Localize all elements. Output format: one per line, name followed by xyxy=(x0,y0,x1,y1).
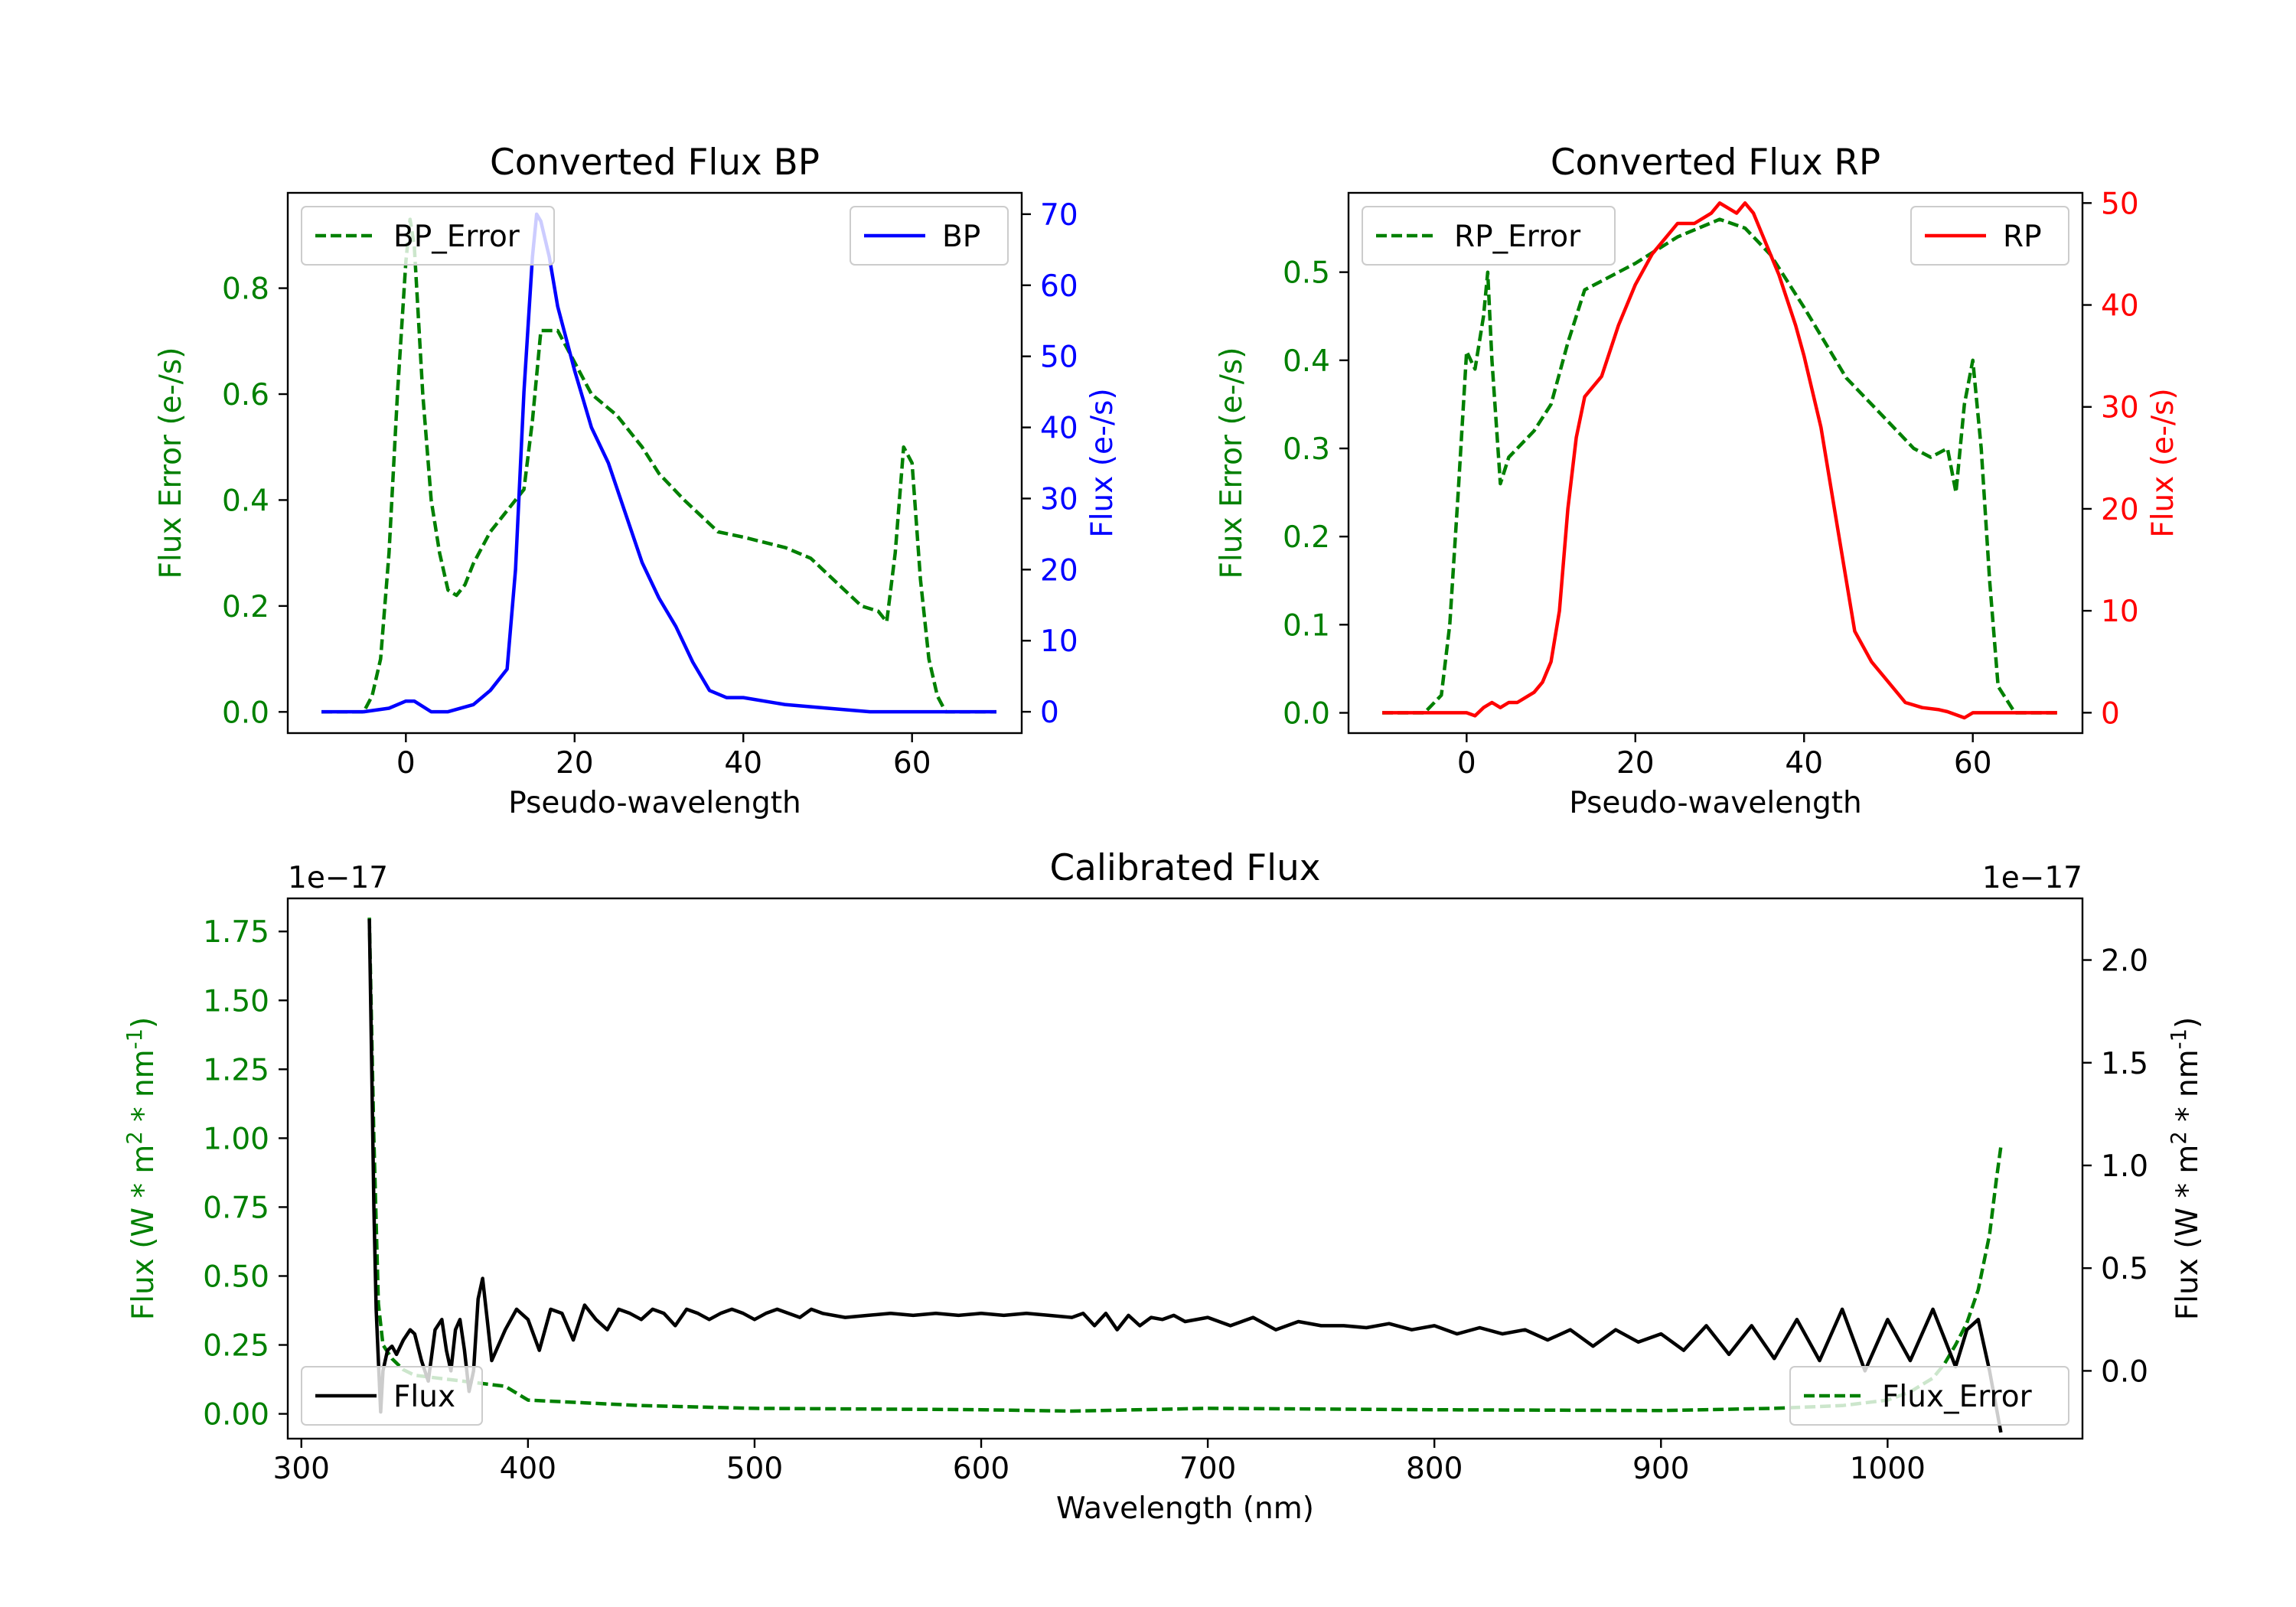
cal-ytick-left-label: 0.00 xyxy=(203,1398,269,1433)
rp-ylabel-right: Flux (e-/s) xyxy=(2146,388,2180,537)
cal-ytick-left-label: 1.00 xyxy=(203,1122,269,1156)
rp-ytick-left-label: 0.1 xyxy=(1283,608,1330,643)
rp-legend-left: RP_Error xyxy=(1362,206,1616,266)
rp-ytick-right-label: 50 xyxy=(2101,187,2139,221)
rp-ytick-left-label: 0.4 xyxy=(1283,344,1330,379)
bp-ytick-right-label: 20 xyxy=(1040,553,1078,588)
rp-ytick-right-label: 20 xyxy=(2101,493,2139,527)
rp-series-group xyxy=(1382,201,2057,720)
cal-legend-right: Flux_Error xyxy=(1789,1366,2069,1426)
cal-title: Calibrated Flux xyxy=(1050,848,1321,889)
rp-ytick-left-label: 0.5 xyxy=(1283,256,1330,291)
cal-offset-right: 1e−17 xyxy=(1982,861,2082,895)
cal-ytick-right-label: 1.0 xyxy=(2101,1149,2148,1184)
rp-ylabel-left: Flux Error (e-/s) xyxy=(1215,347,1249,579)
bp-ytick-right-label: 40 xyxy=(1040,412,1078,446)
rp-legend-label: RP_Error xyxy=(1454,220,1581,254)
cal-legend-box xyxy=(1789,1366,2069,1426)
cal-legend-left: Flux xyxy=(301,1366,483,1426)
bp-xtick-label: 20 xyxy=(556,746,594,781)
cal-xtick-label: 600 xyxy=(953,1452,1009,1486)
cal-legend-label: Flux_Error xyxy=(1882,1380,2033,1414)
cal-ytick-left-label: 1.75 xyxy=(203,915,269,950)
rp-title: Converted Flux RP xyxy=(1551,142,1880,184)
cal-legend-label: Flux xyxy=(393,1380,455,1414)
cal-ytick-right-label: 0.5 xyxy=(2101,1252,2148,1286)
cal-xtick-label: 800 xyxy=(1406,1452,1463,1486)
bp-ytick-left-label: 0.6 xyxy=(222,378,269,412)
bp-xtick-label: 40 xyxy=(724,746,762,781)
bp-xtick-label: 0 xyxy=(396,746,416,781)
rp-ytick-right-label: 40 xyxy=(2101,289,2139,324)
cal-offset-left: 1e−17 xyxy=(288,861,388,895)
bp-xlabel: Pseudo-wavelength xyxy=(508,786,801,820)
cal-panel: Calibrated Flux 1e−17 1e−17 300 400 500 600 700… xyxy=(123,848,2206,1526)
cal-xtick-label: 1000 xyxy=(1850,1452,1926,1486)
bp-series-bp xyxy=(321,212,996,714)
rp-xtick-label: 20 xyxy=(1616,746,1655,781)
rp-xtick-label: 40 xyxy=(1785,746,1823,781)
rp-ytick-right-label: 30 xyxy=(2101,391,2139,425)
bp-ytick-right-label: 0 xyxy=(1040,696,1059,730)
cal-ytick-right-label: 1.5 xyxy=(2101,1047,2148,1081)
rp-ytick-right-label: 10 xyxy=(2101,595,2139,629)
rp-ytick-left-label: 0.0 xyxy=(1283,697,1330,732)
bp-ytick-left-label: 0.0 xyxy=(222,696,269,730)
cal-ylabel-right: Flux (W * m2 * nm-1) xyxy=(2167,1017,2206,1320)
bp-ytick-right-label: 60 xyxy=(1040,269,1078,304)
bp-legend-label: BP xyxy=(942,220,980,254)
cal-xtick-label: 500 xyxy=(726,1452,783,1486)
rp-panel: Converted Flux RP 0 20 40 60 0.0 0.1 0.2 0.3 0.4 0… xyxy=(1215,142,2180,820)
bp-ylabel-left: Flux Error (e-/s) xyxy=(154,347,188,579)
cal-ytick-left-label: 0.75 xyxy=(203,1191,269,1225)
bp-legend-right: BP xyxy=(850,206,1009,266)
rp-xtick-label: 60 xyxy=(1954,746,1992,781)
bp-xtick-label: 60 xyxy=(893,746,931,781)
bp-ytick-right-label: 30 xyxy=(1040,482,1078,517)
bp-panel: Converted Flux BP 0 20 40 60 0.0 0.2 0.4 0.6 0.8 0… xyxy=(154,142,1120,820)
bp-legend-box xyxy=(850,206,1009,266)
rp-series-rp xyxy=(1382,201,2057,720)
bp-ytick-left-label: 0.2 xyxy=(222,590,269,624)
rp-ytick-left-label: 0.3 xyxy=(1283,432,1330,467)
bp-legend-label: BP_Error xyxy=(393,220,520,254)
bp-title: Converted Flux BP xyxy=(490,142,820,184)
bp-ytick-right-label: 70 xyxy=(1040,198,1078,233)
rp-axes-frame xyxy=(1347,191,2084,735)
rp-ytick-right-label: 0 xyxy=(2101,696,2120,731)
cal-ytick-left-label: 1.25 xyxy=(203,1053,269,1087)
cal-xtick-label: 900 xyxy=(1632,1452,1689,1486)
cal-ytick-right-label: 2.0 xyxy=(2101,944,2148,979)
cal-axes-frame xyxy=(286,897,2084,1440)
rp-legend-label: RP xyxy=(2003,220,2042,254)
bp-axes-frame xyxy=(286,191,1023,735)
bp-legend-box xyxy=(301,206,555,266)
rp-legend-box xyxy=(1910,206,2069,266)
cal-xlabel: Wavelength (nm) xyxy=(1056,1491,1314,1526)
cal-xtick-label: 400 xyxy=(500,1452,556,1486)
bp-ylabel-right: Flux (e-/s) xyxy=(1085,388,1120,537)
rp-legend-right: RP xyxy=(1910,206,2069,266)
cal-ytick-left-label: 1.50 xyxy=(203,984,269,1019)
bp-ytick-right-label: 50 xyxy=(1040,341,1078,375)
bp-ytick-right-label: 10 xyxy=(1040,624,1078,659)
rp-series-rp-error xyxy=(1382,217,2057,715)
cal-legend-box xyxy=(301,1366,483,1426)
cal-xtick-label: 700 xyxy=(1179,1452,1236,1486)
cal-ylabel-left: Flux (W * m2 * nm-1) xyxy=(123,1017,161,1320)
bp-ytick-left-label: 0.4 xyxy=(222,484,269,518)
cal-ytick-left-label: 0.25 xyxy=(203,1329,269,1364)
bp-legend-left: BP_Error xyxy=(301,206,555,266)
cal-ytick-right-label: 0.0 xyxy=(2101,1354,2148,1389)
cal-ytick-left-label: 0.50 xyxy=(203,1260,269,1294)
rp-ytick-left-label: 0.2 xyxy=(1283,520,1330,555)
cal-series-flux xyxy=(367,918,2003,1433)
cal-xtick-label: 300 xyxy=(273,1452,330,1486)
bp-ytick-left-label: 0.8 xyxy=(222,272,269,307)
rp-xlabel: Pseudo-wavelength xyxy=(1569,786,1861,820)
rp-legend-box xyxy=(1362,206,1616,266)
rp-xtick-label: 0 xyxy=(1457,746,1476,781)
